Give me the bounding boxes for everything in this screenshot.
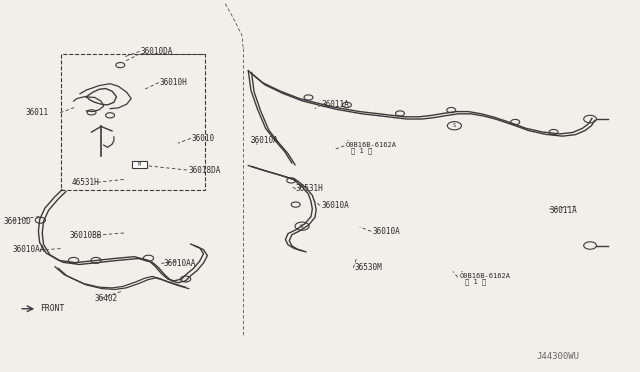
- Text: 36530M: 36530M: [355, 263, 382, 272]
- Text: J44300WU: J44300WU: [536, 352, 579, 361]
- Bar: [132, 161, 147, 168]
- Text: 36011: 36011: [26, 108, 49, 117]
- Text: 36010A: 36010A: [321, 201, 349, 210]
- Text: 36010A: 36010A: [372, 227, 400, 236]
- Text: S: S: [300, 224, 303, 229]
- Text: 〈 1 〉: 〈 1 〉: [465, 279, 486, 285]
- Text: 36531H: 36531H: [296, 185, 323, 193]
- Text: 36010AA: 36010AA: [13, 246, 45, 254]
- Text: Õ0B16B-6162A: Õ0B16B-6162A: [460, 273, 511, 279]
- Text: FRONT: FRONT: [40, 304, 64, 313]
- Text: 36010A: 36010A: [251, 136, 278, 145]
- Text: 36010: 36010: [192, 134, 215, 143]
- Text: 36010DA: 36010DA: [141, 47, 173, 56]
- Text: 46531H: 46531H: [72, 178, 99, 187]
- Text: M: M: [138, 162, 141, 167]
- Text: 36010H: 36010H: [160, 78, 188, 87]
- Text: 36402: 36402: [95, 294, 118, 303]
- Text: 36018DA: 36018DA: [188, 166, 221, 174]
- Text: 36011A: 36011A: [549, 206, 577, 215]
- Text: 36010AA: 36010AA: [163, 259, 196, 268]
- Text: 36010BB: 36010BB: [69, 231, 102, 240]
- Text: 〈 1 〉: 〈 1 〉: [351, 147, 372, 154]
- Text: S: S: [452, 123, 456, 128]
- Text: Õ0B16B-6162A: Õ0B16B-6162A: [346, 142, 397, 148]
- Text: 36011A: 36011A: [321, 100, 349, 109]
- Text: 36010D: 36010D: [3, 217, 31, 226]
- Bar: [61, 54, 205, 190]
